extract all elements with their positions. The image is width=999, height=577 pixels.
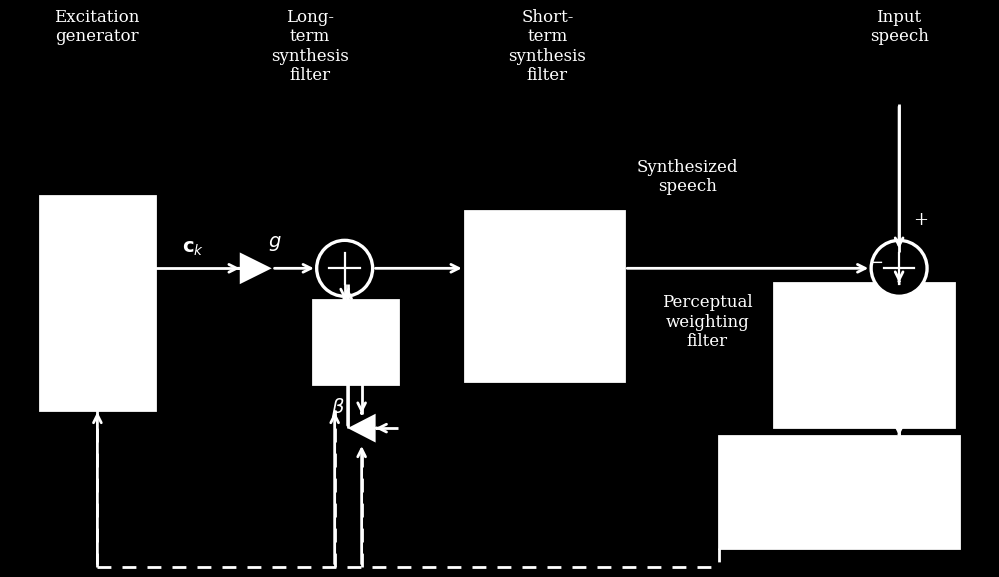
Circle shape: [317, 241, 373, 296]
Text: Excitation
generator: Excitation generator: [54, 9, 140, 45]
Text: Perceptual
weighting
filter: Perceptual weighting filter: [662, 294, 752, 350]
Text: Long-
term
synthesis
filter: Long- term synthesis filter: [271, 9, 349, 84]
Text: Input
speech: Input speech: [870, 9, 928, 45]
Bar: [313, 300, 398, 384]
Text: Synthesized
speech: Synthesized speech: [636, 159, 738, 195]
Polygon shape: [240, 253, 272, 284]
Bar: [774, 283, 954, 427]
Bar: [40, 196, 155, 410]
Text: +: +: [913, 211, 929, 230]
Polygon shape: [348, 414, 376, 443]
Circle shape: [871, 241, 927, 296]
Bar: [465, 211, 624, 381]
Text: $\mathbf{c}_k$: $\mathbf{c}_k$: [182, 240, 204, 258]
Bar: [719, 436, 959, 548]
Text: $\beta$: $\beta$: [331, 396, 345, 419]
Text: $g$: $g$: [268, 234, 282, 253]
Text: −: −: [868, 253, 884, 272]
Text: Short-
term
synthesis
filter: Short- term synthesis filter: [508, 9, 586, 84]
